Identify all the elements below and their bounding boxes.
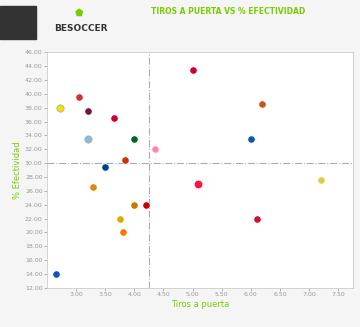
Point <box>260 102 265 107</box>
Point <box>190 67 195 72</box>
Point <box>120 230 125 235</box>
Point <box>248 136 254 142</box>
Y-axis label: % Efectividad: % Efectividad <box>13 141 22 199</box>
Point <box>254 216 260 221</box>
Point <box>123 157 129 162</box>
Point <box>195 181 201 186</box>
FancyBboxPatch shape <box>0 7 36 39</box>
Point <box>53 271 58 277</box>
Point <box>318 178 324 183</box>
Point <box>76 95 82 100</box>
Text: TIROS A PUERTA VS % EFECTIVIDAD: TIROS A PUERTA VS % EFECTIVIDAD <box>151 7 305 16</box>
Point <box>131 136 137 142</box>
Point <box>91 185 96 190</box>
Point <box>102 164 108 169</box>
Point <box>117 216 122 221</box>
Point <box>85 136 90 142</box>
Point <box>85 109 90 114</box>
Text: B: B <box>14 18 22 28</box>
Point <box>111 115 117 121</box>
Text: ⬟: ⬟ <box>75 8 84 18</box>
X-axis label: Tiros a puerta: Tiros a puerta <box>171 300 229 309</box>
Point <box>131 202 137 207</box>
Point <box>152 146 158 152</box>
Point <box>57 105 63 110</box>
Point <box>143 202 149 207</box>
Text: BESOCCER: BESOCCER <box>54 24 108 33</box>
